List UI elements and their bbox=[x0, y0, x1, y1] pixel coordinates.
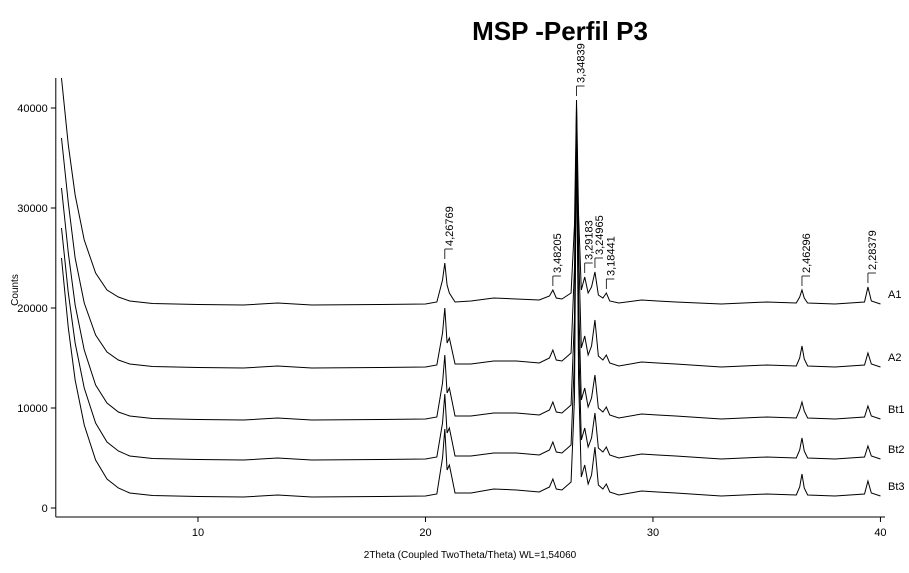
x-tick-label: 10 bbox=[192, 527, 204, 539]
y-axis-label: Counts bbox=[10, 274, 21, 306]
annotation: 3,18441 bbox=[605, 236, 617, 276]
series-line bbox=[60, 117, 881, 421]
series-label: Bt2 bbox=[888, 444, 905, 456]
series-label: A2 bbox=[888, 352, 901, 364]
y-tick-label: 40000 bbox=[17, 103, 48, 115]
series-line bbox=[60, 77, 881, 306]
annotation: 3,29183 bbox=[584, 220, 596, 260]
y-tick-label: 10000 bbox=[17, 403, 48, 415]
x-tick-label: 30 bbox=[647, 527, 659, 539]
x-tick-label: 20 bbox=[419, 527, 431, 539]
annotation: 4,26769 bbox=[444, 206, 456, 246]
series-label: A1 bbox=[888, 289, 901, 301]
y-tick-label: 30000 bbox=[17, 203, 48, 215]
y-tick-label: 0 bbox=[42, 503, 48, 515]
annotation: 2,28379 bbox=[867, 230, 879, 270]
series-line bbox=[60, 129, 881, 461]
annotation: 3,48205 bbox=[552, 233, 564, 273]
series-label: Bt1 bbox=[888, 404, 905, 416]
annotation: 3,24965 bbox=[594, 215, 606, 255]
chart-title: MSP -Perfil P3 bbox=[472, 16, 648, 46]
x-axis-label: 2Theta (Coupled TwoTheta/Theta) WL=1,540… bbox=[364, 550, 577, 561]
x-tick-label: 40 bbox=[874, 527, 886, 539]
series-line bbox=[60, 126, 881, 498]
series-label: Bt3 bbox=[888, 481, 905, 493]
annotation: 3,34839 bbox=[576, 43, 588, 83]
y-tick-label: 20000 bbox=[17, 303, 48, 315]
annotation: 2,46296 bbox=[801, 233, 813, 273]
series-line bbox=[60, 107, 881, 369]
